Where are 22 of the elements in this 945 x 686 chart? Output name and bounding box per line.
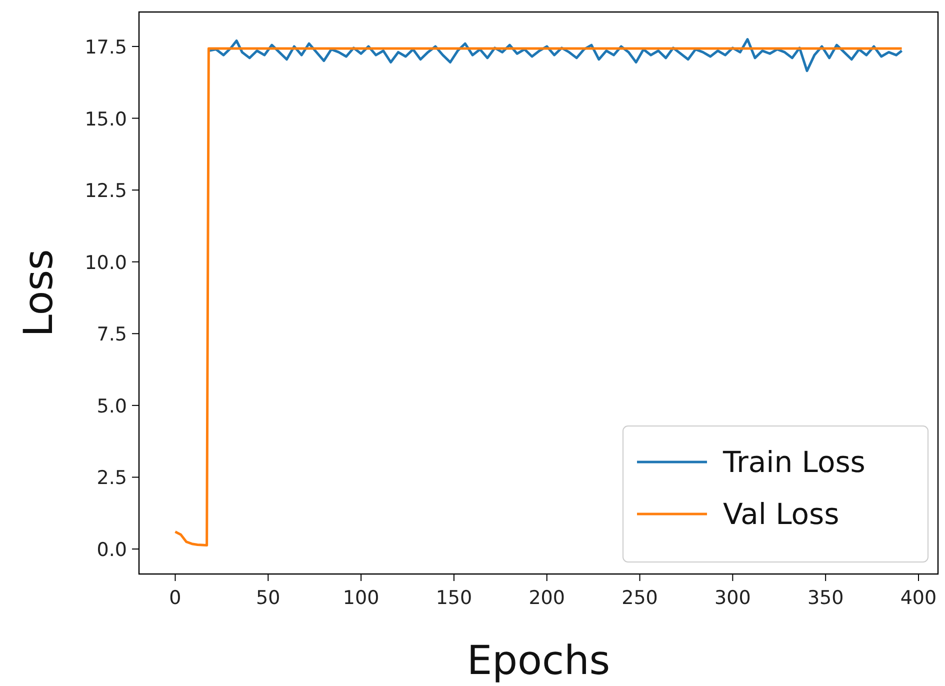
legend-label: Val Loss [723, 497, 840, 531]
y-tick-label: 0.0 [96, 539, 127, 562]
y-axis-title: Loss [16, 249, 62, 337]
x-tick-label: 200 [528, 587, 565, 609]
x-tick-label: 150 [436, 587, 472, 609]
y-tick-label: 2.5 [96, 467, 127, 490]
x-tick-label: 400 [900, 587, 937, 609]
y-tick-label: 5.0 [96, 395, 127, 418]
legend-label: Train Loss [722, 445, 866, 479]
x-tick-label: 350 [807, 587, 844, 609]
x-axis-title: Epochs [466, 638, 610, 684]
y-tick-label: 15.0 [84, 108, 127, 130]
y-tick-label: 7.5 [96, 324, 127, 346]
y-tick-label: 10.0 [84, 252, 127, 274]
x-tick-label: 100 [342, 587, 380, 609]
line-series [174, 47, 904, 547]
x-tick-label: 300 [714, 587, 751, 609]
x-tick-label: 250 [622, 587, 658, 609]
x-tick-label: 0 [169, 587, 182, 609]
y-tick-label: 17.5 [84, 36, 127, 58]
y-tick-label: 12.5 [84, 180, 127, 202]
x-tick-label: 50 [256, 587, 280, 609]
